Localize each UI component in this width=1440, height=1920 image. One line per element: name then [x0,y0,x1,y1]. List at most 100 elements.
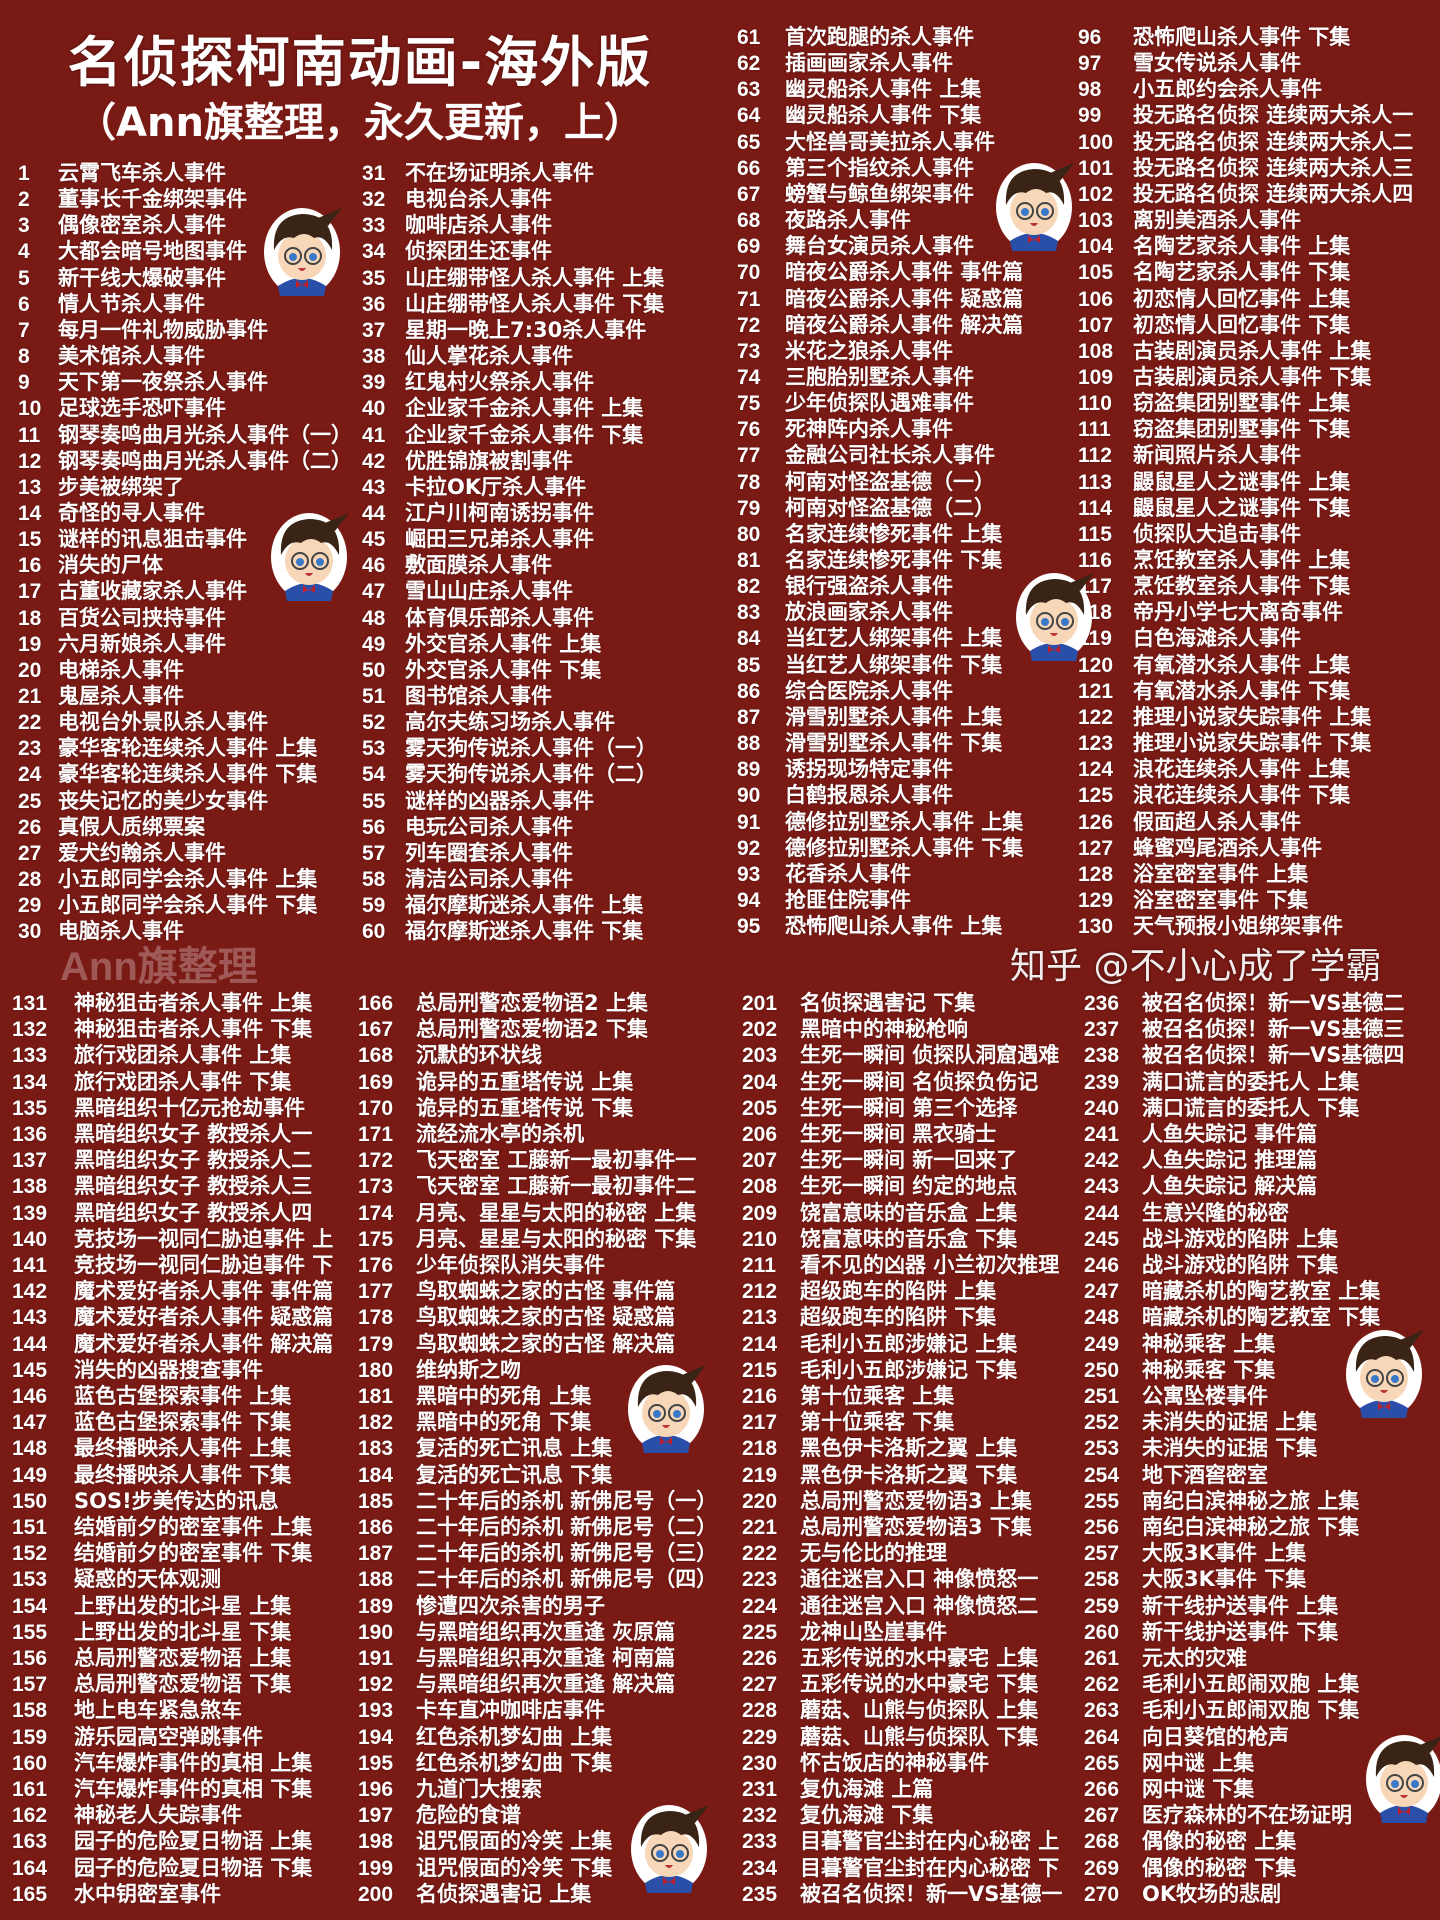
list-item: 159 游乐园高空弹跳事件 [12,1724,263,1750]
episode-number: 115 [1078,522,1112,546]
episode-title: 神秘狙击者杀人事件 下集 [74,1017,313,1042]
episode-title: 外交官杀人事件 下集 [405,657,602,682]
episode-title: 黑暗中的死角 上集 [416,1384,592,1408]
episode-number: 82 [737,575,761,599]
list-item: 66 第三个指纹杀人事件 [737,155,974,181]
episode-title: 名侦探遇害记 下集 [800,991,976,1015]
episode-title: 神秘乘客 上集 [1142,1331,1276,1356]
episode-number: 34 [362,240,386,264]
episode-number: 3 [18,214,30,238]
list-item: 9 天下第一夜祭杀人事件 [18,369,268,395]
episode-number: 249 [1084,1332,1120,1356]
episode-number: 156 [12,1647,48,1670]
episode-number: 154 [12,1594,48,1618]
episode-number: 250 [1084,1358,1120,1382]
page-title: 名侦探柯南动画-海外版 [67,31,653,94]
list-item: 145 消失的凶器搜查事件 [12,1357,263,1383]
episode-title: 天气预报小姐绑架事件 [1133,914,1343,939]
list-item: 88 滑雪别墅杀人事件 下集 [737,730,1002,756]
episode-number: 56 [362,815,386,839]
episode-number: 102 [1078,182,1114,206]
list-item: 132 神秘狙击者杀人事件 下集 [12,1016,312,1042]
list-item: 89 诱拐现场特定事件 [737,756,953,782]
list-item: 52 高尔夫练习场杀人事件 [362,709,615,735]
episode-title: 每月一件礼物威胁事件 [58,317,268,342]
list-item: 98 小五郎约会杀人事件 [1078,76,1322,102]
episode-number: 24 [18,763,42,787]
episode-title: 丧失记忆的美少女事件 [58,788,268,813]
episode-title: 仙人掌花杀人事件 [405,344,573,369]
episode-number: 175 [358,1227,394,1251]
list-item: 181 黑暗中的死角 上集 [358,1383,591,1409]
episode-number: 266 [1084,1778,1120,1801]
list-item: 149 最终播映杀人事件 下集 [12,1462,291,1488]
episode-title: 消失的凶器搜查事件 [74,1357,263,1382]
episode-title: 古装剧演员杀人事件 上集 [1133,338,1372,363]
episode-title: 复活的死亡讯息 上集 [416,1436,613,1461]
list-item: 40 企业家千金杀人事件 上集 [362,395,643,421]
episode-number: 177 [358,1280,394,1304]
episode-number: 263 [1084,1699,1120,1723]
episode-number: 81 [737,549,761,572]
episode-number: 112 [1078,444,1112,468]
list-item: 121 有氧潜水杀人事件 下集 [1078,678,1350,704]
episode-title: 初恋情人回忆事件 下集 [1133,312,1351,337]
episode-number: 251 [1084,1385,1120,1408]
list-item: 83 放浪画家杀人事件 [737,599,953,625]
list-item: 209 饶富意味的音乐盒 上集 [742,1200,1017,1226]
episode-title: 少年侦探队遇难事件 [785,391,974,416]
episode-title: 魔术爱好者杀人事件 疑惑篇 [74,1305,334,1330]
list-item: 60 福尔摩斯迷杀人事件 下集 [362,918,643,944]
list-item: 150 SOS!步美传达的讯息 [12,1488,279,1514]
episode-title: 月亮、星星与太阳的秘密 上集 [416,1200,697,1225]
list-item: 139 黑暗组织女子 教授杀人四 [12,1200,312,1226]
episode-number: 140 [12,1227,48,1251]
conan-avatar-icon [258,200,346,300]
list-item: 245 战斗游戏的陷阱 上集 [1084,1226,1338,1252]
list-item: 135 黑暗组织十亿元抢劫事件 [12,1095,305,1121]
list-item: 176 少年侦探队消失事件 [358,1252,605,1278]
episode-number: 213 [742,1306,778,1330]
episode-number: 73 [737,339,761,363]
list-item: 108 古装剧演员杀人事件 上集 [1078,338,1371,364]
episode-title: 星期一晚上7:30杀人事件 [405,317,647,342]
episode-number: 169 [358,1070,394,1094]
episode-title: 投无路名侦探 连续两大杀人二 [1133,129,1414,154]
list-item: 224 通往迷宫入口 神像愤怒二 [742,1593,1038,1619]
episode-number: 233 [742,1830,778,1854]
episode-number: 41 [362,423,386,447]
episode-title: 舞台女演员杀人事件 [785,234,974,259]
episode-title: 危险的食谱 [416,1803,521,1828]
episode-number: 220 [742,1489,778,1513]
episode-number: 30 [18,920,42,944]
list-item: 183 复活的死亡讯息 上集 [358,1435,612,1461]
list-item: 127 蜂蜜鸡尾酒杀人事件 [1078,835,1322,861]
episode-number: 200 [358,1882,394,1906]
list-item: 210 饶富意味的音乐盒 下集 [742,1226,1017,1252]
list-item: 7 每月一件礼物威胁事件 [18,317,268,343]
episode-title: 爱犬约翰杀人事件 [58,840,226,865]
episode-title: 电视台杀人事件 [405,187,552,212]
list-item: 265 网中谜 上集 [1084,1750,1254,1776]
list-item: 102 投无路名侦探 连续两大杀人四 [1078,181,1413,207]
list-item: 205 生死一瞬间 第三个选择 [742,1095,1017,1121]
list-item: 49 外交官杀人事件 上集 [362,631,601,657]
list-item: 55 谜样的凶器杀人事件 [362,788,594,814]
list-item: 179 鸟取蜘蛛之家的古怪 解决篇 [358,1331,675,1357]
episode-number: 59 [362,894,386,918]
episode-number: 78 [737,470,761,494]
episode-title: 黑色伊卡洛斯之翼 下集 [800,1462,1018,1487]
list-item: 219 黑色伊卡洛斯之翼 下集 [742,1462,1017,1488]
episode-number: 125 [1078,784,1114,808]
episode-number: 209 [742,1201,778,1225]
list-item: 2 董事长千金绑架事件 [18,186,247,212]
episode-number: 132 [12,1018,48,1042]
list-item: 103 离别美酒杀人事件 [1078,207,1301,233]
episode-title: 新干线护送事件 上集 [1142,1593,1339,1618]
episode-number: 6 [18,292,30,316]
episode-number: 37 [362,318,386,342]
episode-number: 202 [742,1018,778,1042]
episode-title: 向日葵馆的枪声 [1142,1724,1289,1749]
episode-title: 江户川柯南诱拐事件 [405,500,594,525]
list-item: 228 蘑菇、山熊与侦探队 上集 [742,1697,1038,1723]
